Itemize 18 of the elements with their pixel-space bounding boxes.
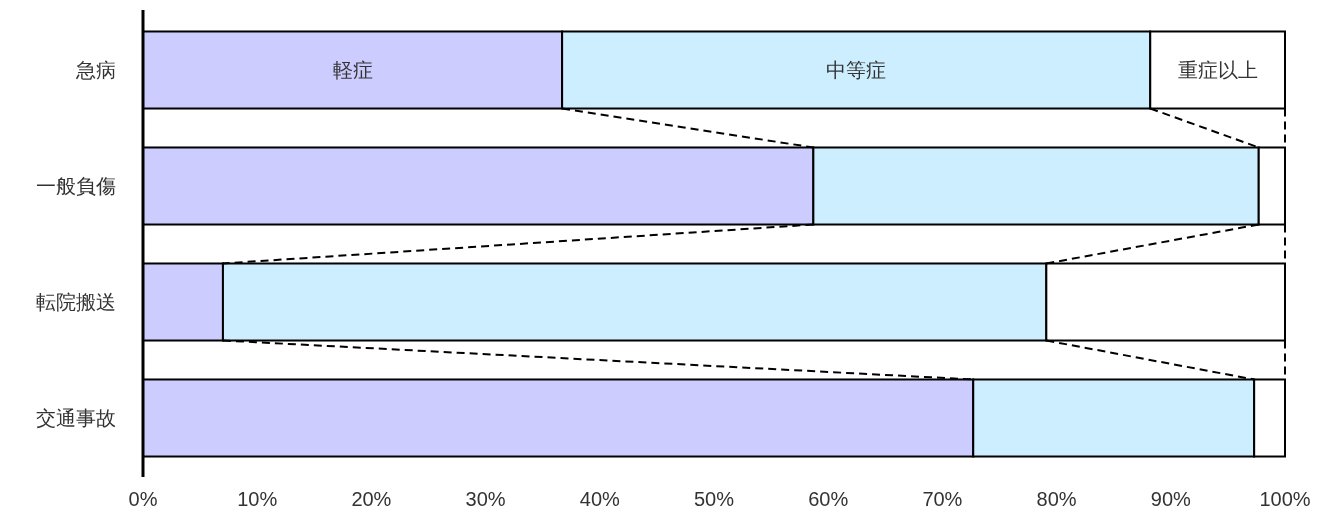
y-tick-label: 一般負傷 — [36, 175, 116, 197]
y-tick-label: 交通事故 — [36, 407, 116, 429]
series-label: 中等症 — [826, 59, 887, 81]
x-tick-label: 90% — [1150, 488, 1192, 510]
x-tick-label: 100% — [1259, 488, 1311, 510]
x-tick-label: 20% — [351, 488, 392, 510]
x-tick-label: 60% — [808, 488, 849, 510]
series-label: 軽症 — [332, 59, 373, 81]
x-tick-label: 50% — [693, 488, 735, 510]
x-tick-label: 80% — [1036, 488, 1077, 510]
x-tick-label: 70% — [922, 488, 963, 510]
series-label: 重症以上 — [1177, 59, 1258, 81]
x-tick-label: 40% — [579, 488, 621, 510]
y-tick-label: 急病 — [75, 59, 116, 81]
x-tick-label: 10% — [237, 488, 278, 510]
x-tick-label: 30% — [465, 488, 506, 510]
x-tick-label: 0% — [128, 488, 158, 510]
y-tick-label: 転院搬送 — [36, 291, 116, 313]
